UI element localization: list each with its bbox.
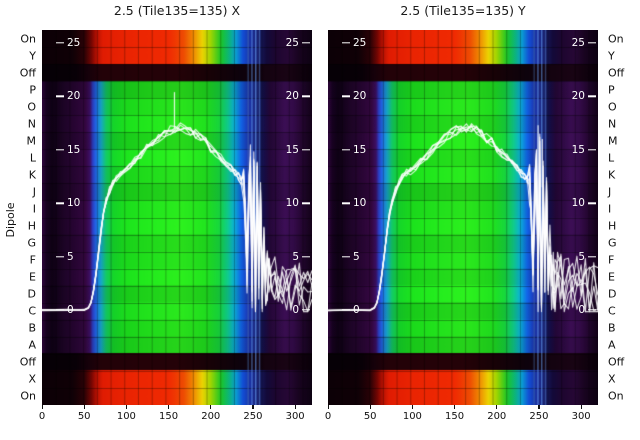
dipole-label-left: E <box>29 270 36 284</box>
y-axis-label-dipole: Dipole <box>4 202 17 238</box>
x-axis-tick <box>454 405 456 409</box>
x-tick-label: 0 <box>324 411 332 422</box>
x-tick-label: 250 <box>243 411 263 422</box>
x-tick-label: 200 <box>201 411 221 422</box>
dipole-label-right: Off <box>608 66 625 80</box>
subplot-title-x-pol: 2.5 (Tile135=135) X <box>113 3 241 18</box>
x-axis-tick <box>369 405 371 409</box>
dipole-label-right: O <box>608 100 617 114</box>
dipole-label-left: C <box>28 304 36 318</box>
dipole-label-left: M <box>26 134 37 148</box>
x-axis-tick <box>496 405 498 409</box>
dipole-label-right: D <box>608 287 617 301</box>
dipole-label-left: Off <box>19 355 36 369</box>
dipole-label-right: N <box>608 117 617 131</box>
dipole-label-left: D <box>27 287 36 301</box>
dipole-label-right: X <box>608 372 616 386</box>
x-axis-tick <box>41 405 43 409</box>
heatmap-canvas-y-pol <box>328 30 598 405</box>
x-tick-label: 100 <box>116 411 136 422</box>
x-axis-tick <box>411 405 414 409</box>
dipole-label-left: A <box>28 338 36 352</box>
x-tick-label: 150 <box>159 411 179 422</box>
dipole-label-right: L <box>608 151 615 165</box>
dipole-label-right: H <box>608 219 617 233</box>
dipole-label-right: I <box>608 202 612 216</box>
x-tick-label: 250 <box>529 411 549 422</box>
dipole-label-right: P <box>608 83 615 97</box>
x-axis-tick <box>83 405 85 409</box>
dipole-label-right: Y <box>608 49 615 63</box>
dipole-label-left: P <box>29 83 36 97</box>
dipole-label-right: A <box>608 338 616 352</box>
dipole-label-right: J <box>608 185 612 199</box>
dipole-label-right: On <box>608 389 624 403</box>
x-tick-label: 300 <box>571 411 591 422</box>
dipole-label-right: K <box>608 168 616 182</box>
dipole-label-left: K <box>28 168 36 182</box>
dipole-label-left: J <box>32 185 36 199</box>
dipole-label-left: L <box>29 151 36 165</box>
heatmap-canvas-x-pol <box>42 30 312 405</box>
dipole-label-right: C <box>608 304 616 318</box>
subplot-title-y-pol: 2.5 (Tile135=135) Y <box>400 3 526 18</box>
dipole-label-right: B <box>608 321 616 335</box>
x-tick-label: 200 <box>487 411 507 422</box>
dipole-label-right: E <box>608 270 615 284</box>
dipole-label-right: On <box>608 32 624 46</box>
x-tick-label: 100 <box>402 411 422 422</box>
dipole-label-left: Y <box>29 49 36 63</box>
dipole-label-right: G <box>608 236 617 250</box>
dipole-label-left: F <box>29 253 36 267</box>
dipole-label-left: B <box>28 321 36 335</box>
dipole-label-right: F <box>608 253 615 267</box>
x-axis-tick <box>252 405 254 409</box>
x-tick-label: 300 <box>285 411 305 422</box>
x-tick-label: 50 <box>77 411 91 422</box>
dipole-label-left: X <box>28 372 36 386</box>
x-axis-tick <box>168 405 170 409</box>
x-axis-tick <box>327 405 329 409</box>
dipole-label-left: Off <box>19 66 36 80</box>
dipole-label-left: On <box>20 389 36 403</box>
x-tick-label: 150 <box>445 411 465 422</box>
dipole-label-left: N <box>27 117 36 131</box>
dipole-label-right: M <box>608 134 618 148</box>
x-axis-tick <box>538 405 540 409</box>
dipole-label-right: Off <box>608 355 625 369</box>
x-axis-tick <box>210 405 212 409</box>
x-axis-tick <box>580 405 582 409</box>
x-tick-label: 50 <box>363 411 377 422</box>
dipole-label-left: O <box>27 100 36 114</box>
dipole-label-left: On <box>20 32 36 46</box>
x-tick-label: 0 <box>38 411 46 422</box>
x-axis-tick <box>294 405 296 409</box>
x-axis-tick <box>125 405 128 409</box>
